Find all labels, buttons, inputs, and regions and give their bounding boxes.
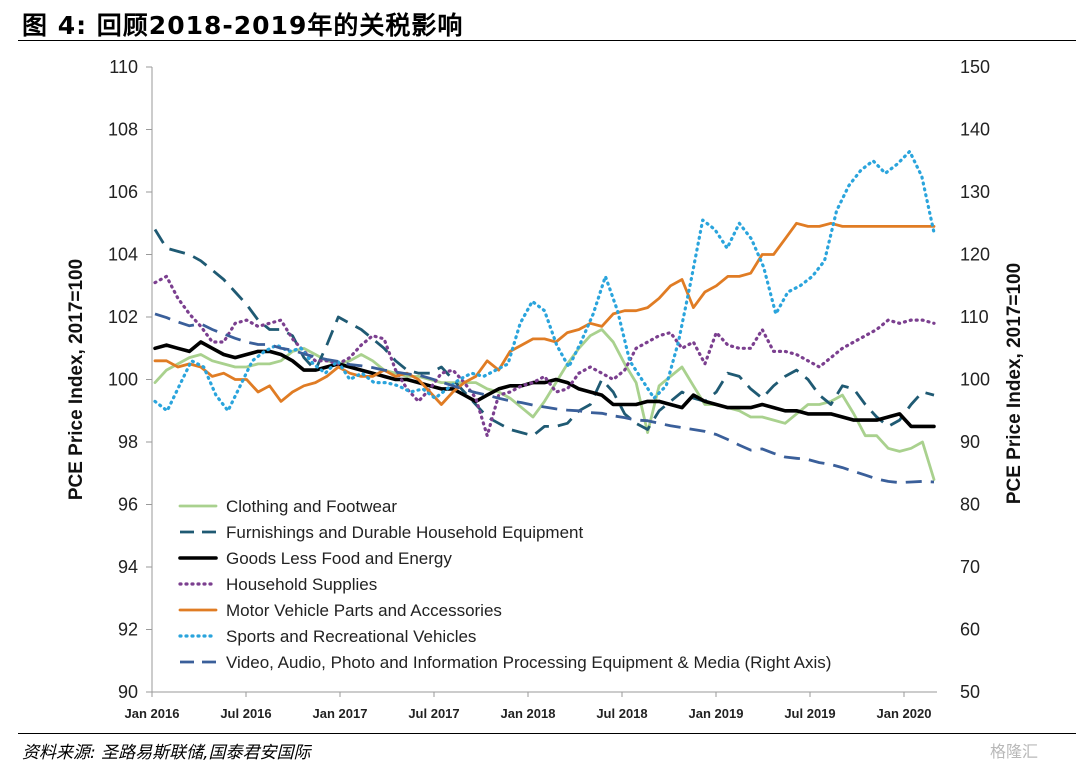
chart-title: 图 4: 回顾2018-2019年的关税影响: [22, 11, 464, 40]
y-tick-label: 92: [118, 620, 138, 640]
y-tick-label: 106: [108, 182, 138, 202]
legend-label-6: Sports and Recreational Vehicles: [226, 627, 476, 646]
watermark-logo: 格隆汇: [990, 742, 1039, 761]
legend: Clothing and Footwear Furnishings and Dur…: [178, 497, 831, 672]
y2-tick-label: 50: [960, 682, 980, 702]
source-note: 资料来源: 圣路易斯联储,国泰君安国际: [22, 743, 311, 763]
y2-tick-label: 110: [960, 307, 989, 327]
y2-tick-label: 130: [960, 182, 990, 202]
legend-label-5: Motor Vehicle Parts and Accessories: [226, 601, 502, 620]
y2-tick-label: 100: [960, 370, 990, 390]
y-tick-label: 110: [109, 57, 138, 77]
title-divider: [18, 40, 1076, 41]
series-line-6: [153, 149, 936, 413]
axes: 90 92 94 96 98 100 102 104 106 108 110 50 60 70 80 90 10…: [66, 57, 1025, 721]
x-tick-label: Jul 2018: [596, 706, 647, 721]
series-line-4: [153, 274, 936, 438]
series-lines: [153, 149, 936, 485]
x-tick-label: Jan 2016: [125, 706, 180, 721]
y2-tick-label: 60: [960, 620, 980, 640]
y-tick-label: 94: [118, 557, 138, 577]
x-tick-label: Jan 2020: [877, 706, 932, 721]
y-tick-label: 100: [108, 370, 138, 390]
x-tick-label: Jan 2019: [689, 706, 744, 721]
series-line-2: [153, 228, 935, 438]
x-tick-label: Jul 2017: [408, 706, 459, 721]
y2-tick-label: 120: [960, 245, 990, 265]
y-tick-label: 104: [108, 245, 138, 265]
y-tick-label: 96: [118, 495, 138, 515]
y2-tick-label: 90: [960, 432, 980, 452]
y2-tick-label: 140: [960, 120, 990, 140]
y-tick-label: 108: [108, 120, 138, 140]
x-tick-label: Jan 2017: [313, 706, 368, 721]
legend-label-1: Clothing and Footwear: [226, 497, 397, 516]
x-tick-label: Jul 2016: [220, 706, 271, 721]
y2-axis-title: PCE Price Index, 2017=100: [1004, 263, 1025, 504]
x-tick-label: Jul 2019: [784, 706, 835, 721]
y2-tick-label: 70: [960, 557, 980, 577]
series-line-3: [153, 340, 936, 429]
legend-label-2: Furnishings and Durable Household Equipm…: [226, 523, 583, 542]
x-tick-label: Jan 2018: [501, 706, 556, 721]
y2-tick-label: 80: [960, 495, 980, 515]
y-tick-label: 102: [108, 307, 138, 327]
legend-label-3: Goods Less Food and Energy: [226, 549, 452, 568]
y-tick-label: 90: [118, 682, 138, 702]
series-line-7: [154, 312, 935, 485]
y2-tick-label: 150: [960, 57, 990, 77]
y-tick-label: 98: [118, 432, 138, 452]
legend-label-7: Video, Audio, Photo and Information Proc…: [226, 653, 831, 672]
y-axis-title: PCE Price Index, 2017=100: [66, 259, 87, 500]
footer-divider: [18, 733, 1076, 734]
legend-label-4: Household Supplies: [226, 575, 377, 594]
series-line-5: [153, 221, 936, 406]
